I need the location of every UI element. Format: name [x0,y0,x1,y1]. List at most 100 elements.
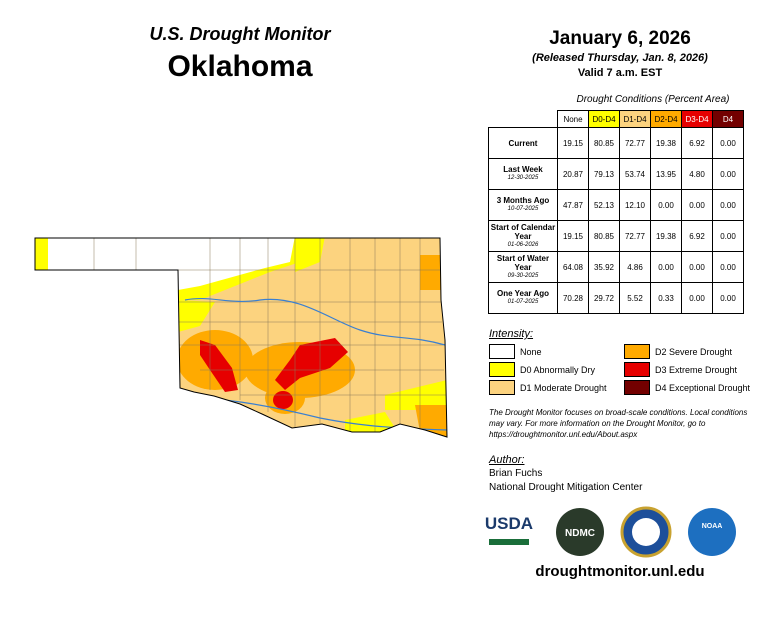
legend-swatch [624,344,650,359]
doc-logo-center [632,518,660,546]
data-row: Start of Water Year 09-30-2025 64.08 35.92 4… [488,251,744,283]
row-date: 09-30-2025 [507,272,539,279]
cell: 72.77 [619,127,651,159]
cell: 79.13 [588,158,620,190]
cell: 52.13 [588,189,620,221]
legend-label: D1 Moderate Drought [520,382,607,393]
column-header: D3-D4 [681,110,713,128]
ndmc-logo [556,508,604,556]
row-label: Current [488,127,558,159]
title: U.S. Drought Monitor [149,24,331,44]
cell: 0.00 [681,282,713,314]
row-name: Current [508,138,538,148]
valid-time: Valid 7 a.m. EST [577,67,663,79]
cell: 19.38 [650,220,682,252]
row-name: 3 Months Ago [496,196,550,205]
cell: 0.00 [712,189,744,221]
cell: 29.72 [588,282,620,314]
legend-label: D0 Abnormally Dry [520,364,596,375]
header-row: None D0-D4 D1-D4 D2-D4 D3-D4 D4 [489,110,744,128]
conditions-table: None D0-D4 D1-D4 D2-D4 D3-D4 D4 Current 19.15 80… [488,110,744,314]
logo-noaa: NOAA [702,523,723,530]
cell: 0.33 [650,282,682,314]
note: The Drought Monitor focuses on broad-sca… [489,408,748,439]
cell: 12.10 [619,189,651,221]
row-date: 01-06-2026 [507,241,539,248]
data-row: Current 19.15 80.85 72.77 19.38 6.92 0.00 [488,127,744,159]
cell: 80.85 [588,220,620,252]
cell: 4.80 [681,158,713,190]
logos: USDA NDMC NOAA [485,506,736,558]
data-row: Last Week 12-30-2025 20.87 79.13 53.74 13.95 4… [488,158,744,190]
column-header: D1-D4 [619,110,651,128]
legend-item: D0 Abnormally Dry [489,362,595,377]
legend-swatch [489,362,515,377]
cell: 80.85 [588,127,620,159]
cell: 47.87 [557,189,589,221]
cell: 35.92 [588,251,620,283]
legend-swatch [489,380,515,395]
cell: 6.92 [681,127,713,159]
row-label: One Year Ago 01-07-2025 [488,282,558,314]
cell: 20.87 [557,158,589,190]
row-label: Last Week 12-30-2025 [488,158,558,190]
url: droughtmonitor.unl.edu [535,563,705,580]
cell: 53.74 [619,158,651,190]
state-outline [34,237,448,438]
cell: 72.77 [619,220,651,252]
cell: 0.00 [712,251,744,283]
logo-usda: USDA [485,514,533,533]
cell: 0.00 [712,282,744,314]
usda-stripe [489,539,529,545]
drought-areas [35,238,447,437]
cell: 6.92 [681,220,713,252]
map [34,237,448,438]
column-header: D2-D4 [650,110,682,128]
noaa-logo [688,508,736,556]
legend-item: D2 Severe Drought [624,344,732,359]
cell: 70.28 [557,282,589,314]
cell: 0.00 [650,189,682,221]
data-row: 3 Months Ago 10-07-2025 47.87 52.13 12.10 0.0… [488,189,744,221]
row-name: Start of Calendar Year [490,222,556,241]
legend-label: D3 Extreme Drought [655,364,738,375]
column-header: D0-D4 [588,110,620,128]
legend-item: D1 Moderate Drought [489,380,607,395]
release-date: (Released Thursday, Jan. 8, 2026) [532,52,708,64]
cell: 4.86 [619,251,651,283]
cell: 64.08 [557,251,589,283]
column-header: None [557,110,589,128]
cell: 19.38 [650,127,682,159]
cell: 0.00 [712,127,744,159]
data-row: Start of Calendar Year 01-06-2026 19.15 80.… [488,220,744,252]
cell: 19.15 [557,220,589,252]
cell: 5.52 [619,282,651,314]
cell: 0.00 [681,251,713,283]
cell: 0.00 [712,220,744,252]
author-heading: Author: [489,454,525,466]
table-caption: Drought Conditions (Percent Area) [576,94,730,105]
legend-swatch [624,362,650,377]
legend-label: None [520,346,542,357]
cell: 0.00 [681,189,713,221]
corner [489,111,558,128]
legend-swatch [624,380,650,395]
logo-ndmc: NDMC [565,528,595,539]
legend-label: D4 Exceptional Drought [655,382,751,393]
row-name: One Year Ago [496,289,550,298]
cell: 19.15 [557,127,589,159]
row-date: 10-07-2025 [507,206,539,212]
cell: 13.95 [650,158,682,190]
legend-item: D4 Exceptional Drought [624,380,750,395]
state-name: Oklahoma [167,50,313,83]
row-name: Last Week [503,165,543,174]
legend-label: D2 Severe Drought [655,346,733,357]
row-date: 01-07-2025 [507,299,539,305]
author-org: National Drought Mitigation Center [489,482,643,493]
row-date: 12-30-2025 [507,175,539,181]
author-name: Brian Fuchs [489,468,543,479]
legend-title: Intensity: [489,328,534,340]
data-row: One Year Ago 01-07-2025 70.28 29.72 5.52 0.33… [488,282,744,314]
cell: 0.00 [712,158,744,190]
